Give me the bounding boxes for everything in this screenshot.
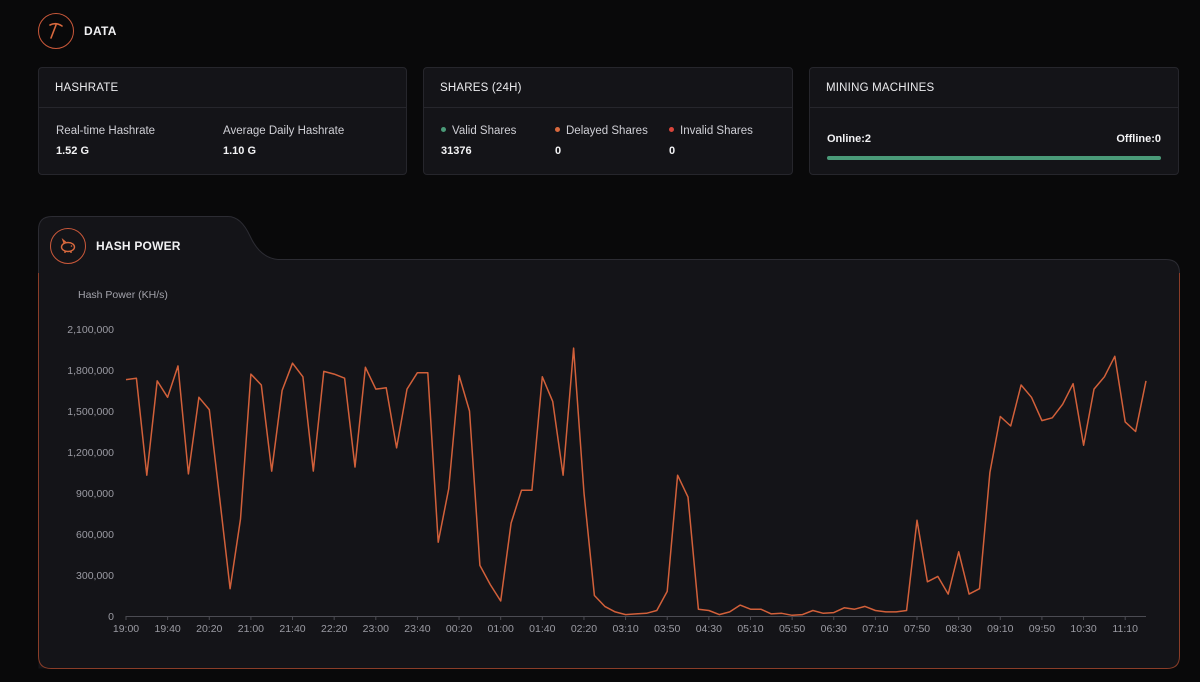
x-tick-label: 23:00 (363, 623, 389, 635)
x-tick-label: 20:20 (196, 623, 222, 635)
x-tick-label: 21:00 (238, 623, 264, 635)
card-title: HASHRATE (39, 68, 406, 108)
hash-power-panel: HASH POWER Hash Power (KH/s) 0 300,000 600… (38, 216, 1180, 669)
x-tick-label: 05:10 (737, 623, 763, 635)
y-tick-label: 300,000 (76, 570, 114, 582)
x-tick-label: 19:40 (154, 623, 180, 635)
hash-power-title: HASH POWER (96, 239, 181, 253)
x-tick-label: 19:00 (113, 623, 139, 635)
x-tick-label: 06:30 (821, 623, 847, 635)
delayed-shares-value: 0 (555, 145, 562, 157)
hashrate-card: HASHRATE Real-time Hashrate 1.52 G Avera… (38, 67, 407, 175)
invalid-shares-value: 0 (669, 145, 676, 157)
x-tick-label: 03:50 (654, 623, 680, 635)
valid-dot-icon (441, 127, 446, 133)
x-tick-label: 07:50 (904, 623, 930, 635)
hash-power-series-line (125, 347, 1147, 617)
x-tick-label: 07:10 (862, 623, 888, 635)
delayed-dot-icon (555, 127, 560, 133)
x-tick-label: 23:40 (404, 623, 430, 635)
x-tick-label: 01:40 (529, 623, 555, 635)
card-title: MINING MACHINES (810, 68, 1178, 108)
x-tick-label: 10:30 (1070, 623, 1096, 635)
online-count: Online:2 (827, 133, 872, 145)
x-tick-label: 01:00 (488, 623, 514, 635)
realtime-hashrate-label: Real-time Hashrate (56, 125, 156, 137)
average-hashrate-value: 1.10 G (223, 145, 257, 157)
x-tick-label: 09:50 (1029, 623, 1055, 635)
y-tick-label: 600,000 (76, 529, 114, 541)
piggy-bank-icon (50, 228, 86, 264)
x-tick-label: 04:30 (696, 623, 722, 635)
y-tick-label: 2,100,000 (67, 324, 114, 336)
average-hashrate-label: Average Daily Hashrate (223, 125, 345, 137)
y-tick-label: 1,500,000 (67, 406, 114, 418)
x-tick-label: 08:30 (946, 623, 972, 635)
offline-count: Offline:0 (1116, 133, 1161, 145)
pickaxe-icon (38, 13, 74, 49)
mining-machines-card: MINING MACHINES Online:2 Offline:0 (809, 67, 1179, 175)
y-tick-label: 900,000 (76, 488, 114, 500)
y-tick-label: 0 (108, 611, 114, 623)
y-axis-label: Hash Power (KH/s) (78, 289, 168, 301)
invalid-dot-icon (669, 127, 674, 133)
invalid-shares-label: Invalid Shares (669, 125, 753, 137)
delayed-shares-label: Delayed Shares (555, 125, 648, 137)
x-tick-label: 22:20 (321, 623, 347, 635)
hash-power-header: HASH POWER (50, 228, 181, 264)
y-tick-label: 1,200,000 (67, 447, 114, 459)
valid-shares-label: Valid Shares (441, 125, 516, 137)
x-tick-label: 00:20 (446, 623, 472, 635)
data-section-header: DATA (38, 13, 117, 49)
valid-shares-value: 31376 (441, 145, 472, 157)
x-tick-label: 02:20 (571, 623, 597, 635)
x-tick-label: 09:10 (987, 623, 1013, 635)
hash-power-chart: Hash Power (KH/s) 0 300,000 600,000 900,000… (67, 289, 1147, 635)
x-tick-label: 21:40 (279, 623, 305, 635)
shares-card: SHARES (24H) Valid Shares 31376 Delayed … (423, 67, 793, 175)
x-tick-label: 11:10 (1112, 623, 1138, 635)
card-title: SHARES (24H) (424, 68, 792, 108)
section-title: DATA (84, 24, 117, 38)
online-progress-fill (827, 156, 1161, 160)
x-tick-label: 03:10 (612, 623, 638, 635)
realtime-hashrate-value: 1.52 G (56, 145, 90, 157)
x-tick-label: 05:50 (779, 623, 805, 635)
online-progress-bar (827, 156, 1161, 160)
y-tick-label: 1,800,000 (67, 365, 114, 377)
